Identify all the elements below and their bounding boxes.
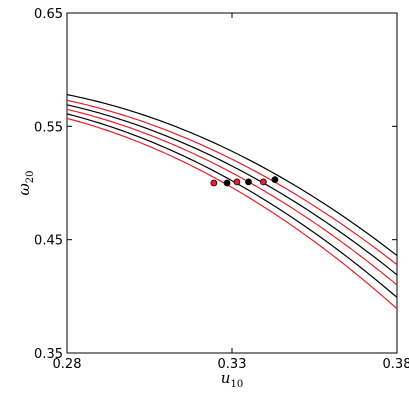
y-axis-label-sub: 20 bbox=[25, 171, 36, 184]
x-axis-label-base: u bbox=[221, 369, 231, 387]
series-line-5 bbox=[66, 113, 398, 298]
y-axis-ticks: 0.35 0.45 0.55 0.65 bbox=[34, 7, 397, 362]
series-curves bbox=[66, 94, 398, 310]
series-line-4 bbox=[66, 108, 398, 286]
y-axis-label: ω20 bbox=[15, 171, 36, 196]
y-tick-label: 0.35 bbox=[34, 347, 63, 362]
series-line-6 bbox=[66, 117, 398, 310]
x-tick-label: 0.33 bbox=[218, 357, 247, 372]
series-line-2 bbox=[66, 99, 398, 266]
y-tick-label: 0.65 bbox=[34, 7, 63, 22]
x-axis-label: u10 bbox=[221, 369, 243, 390]
data-point-2 bbox=[223, 179, 231, 187]
data-markers bbox=[210, 176, 279, 187]
data-point-4 bbox=[245, 178, 252, 186]
x-axis-label-sub: 10 bbox=[230, 379, 243, 390]
plot-area bbox=[66, 12, 398, 354]
data-point-5 bbox=[259, 178, 267, 186]
x-tick-label: 0.38 bbox=[383, 357, 409, 372]
x-tick-label: 0.28 bbox=[53, 357, 82, 372]
x-axis-ticks: 0.28 0.33 0.38 bbox=[53, 13, 409, 372]
y-axis-label-base: ω bbox=[15, 183, 33, 195]
data-point-6 bbox=[271, 176, 279, 184]
data-point-3 bbox=[233, 178, 241, 186]
series-line-3 bbox=[66, 104, 398, 276]
series-line-1 bbox=[66, 94, 398, 257]
y-tick-label: 0.45 bbox=[34, 234, 63, 249]
data-point-1 bbox=[210, 179, 218, 187]
y-tick-label: 0.55 bbox=[34, 120, 63, 135]
